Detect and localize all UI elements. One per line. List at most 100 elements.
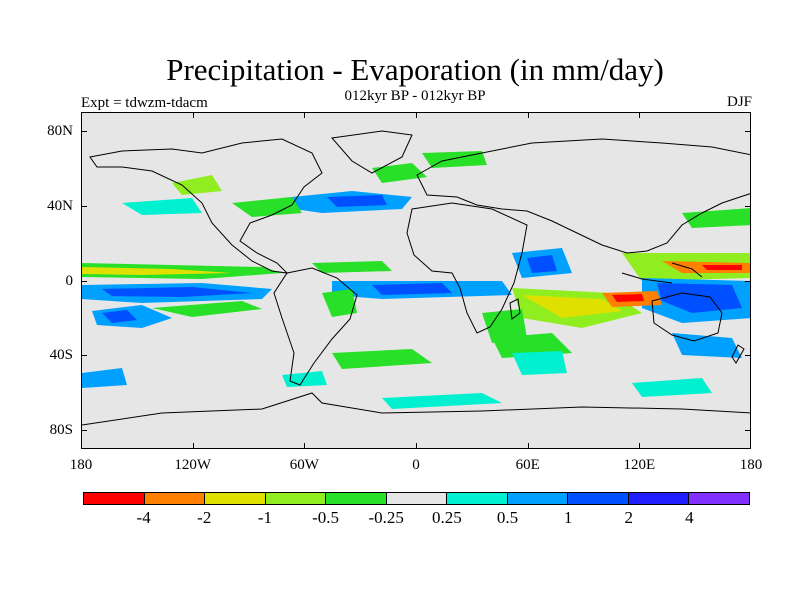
- lat-tick-mark: [745, 131, 751, 132]
- coastline: [651, 292, 723, 342]
- field-patch: [382, 393, 502, 409]
- colorbar-label: 4: [685, 508, 694, 527]
- lat-tick-mark: [745, 281, 751, 282]
- colorbar-box: [628, 493, 690, 504]
- lon-tick-label: 180: [69, 457, 93, 473]
- field-patch: [702, 265, 742, 270]
- lat-tick-mark: [81, 131, 87, 132]
- coastline: [406, 202, 528, 334]
- colorbar-box: [265, 493, 327, 504]
- coastline: [273, 267, 358, 386]
- field-patch: [512, 351, 567, 375]
- colorbar-box: [507, 493, 569, 504]
- lon-tick-label: 60E: [515, 457, 540, 473]
- chart-subtitle: 012kyr BP - 012kyr BP: [344, 88, 486, 104]
- field-patch: [312, 261, 392, 273]
- colorbar-label: -2: [197, 508, 212, 527]
- precip-evap-map: [82, 130, 750, 426]
- lat-tick-mark: [745, 355, 751, 356]
- field-patch: [327, 195, 387, 207]
- coastline: [89, 138, 323, 274]
- lon-tick-mark: [416, 443, 417, 449]
- chart-title: Precipitation - Evaporation (in mm/day): [166, 52, 664, 87]
- colorbar-box: [144, 493, 206, 504]
- field-patch: [152, 301, 262, 317]
- lon-tick-mark: [81, 443, 82, 449]
- lon-tick-label: 60W: [289, 457, 319, 473]
- anomaly-field: [82, 151, 750, 409]
- coastline: [82, 392, 750, 426]
- coastlines: [82, 130, 750, 426]
- lat-tick-mark: [81, 281, 87, 282]
- coastline: [331, 130, 413, 174]
- coastline: [731, 344, 745, 364]
- field-patch: [282, 371, 327, 387]
- field-patch: [372, 163, 427, 183]
- colorbar-box: [447, 493, 508, 504]
- lon-tick-mark: [528, 112, 529, 118]
- field-patch: [82, 267, 232, 275]
- lat-tick-label: 80S: [49, 422, 73, 439]
- coastline: [509, 298, 521, 320]
- lon-tick-mark: [81, 112, 82, 118]
- lon-tick-mark: [639, 112, 640, 118]
- lat-tick-mark: [81, 355, 87, 356]
- field-patch: [612, 294, 644, 302]
- lon-tick-label: 0: [412, 457, 420, 473]
- field-patch: [122, 198, 202, 215]
- coastline: [416, 138, 750, 254]
- colorbar-label: -4: [136, 508, 151, 527]
- colorbar-label: 0.5: [496, 508, 519, 527]
- colorbar-label: -0.5: [312, 508, 339, 527]
- season-label: DJF: [726, 94, 752, 110]
- lon-tick-mark: [304, 443, 305, 449]
- lat-tick-mark: [745, 206, 751, 207]
- colorbar-box: [326, 493, 387, 504]
- field-patch: [527, 255, 557, 273]
- field-patch: [322, 289, 357, 317]
- experiment-label: Expt = tdwzm-tdacm: [81, 95, 208, 111]
- field-patch: [82, 368, 127, 388]
- lat-tick-mark: [81, 206, 87, 207]
- field-patch: [632, 378, 712, 397]
- lon-tick-mark: [639, 443, 640, 449]
- lat-tick-label: 40N: [47, 197, 73, 214]
- field-patch: [682, 208, 750, 228]
- field-patch: [102, 310, 137, 323]
- lon-tick-mark: [750, 443, 751, 449]
- lat-tick-label: 80N: [47, 122, 73, 139]
- lon-tick-mark: [750, 112, 751, 118]
- field-patch: [332, 349, 432, 369]
- colorbar-label: -1: [257, 508, 272, 527]
- coastline: [671, 262, 703, 278]
- colorbar-box: [689, 493, 750, 504]
- lon-tick-mark: [528, 443, 529, 449]
- field-patch: [657, 283, 742, 313]
- colorbar-label: 0.25: [431, 508, 462, 527]
- colorbar-label: -0.25: [368, 508, 404, 527]
- colorbar-box: [568, 493, 629, 504]
- lon-tick-mark: [193, 443, 194, 449]
- colorbar-label: 2: [624, 508, 633, 527]
- lon-tick-label: 180: [739, 457, 763, 473]
- coastline: [621, 272, 673, 284]
- field-patch: [672, 333, 742, 358]
- lon-tick-label: 120W: [174, 457, 211, 473]
- colorbar: [83, 492, 750, 505]
- colorbar-box: [84, 493, 145, 504]
- colorbar-box: [205, 493, 266, 504]
- lat-tick-label: 0: [65, 272, 74, 289]
- field-patch: [482, 309, 527, 343]
- lon-tick-mark: [193, 112, 194, 118]
- lon-tick-label: 120E: [623, 457, 656, 473]
- field-patch: [172, 175, 222, 195]
- field-patch: [102, 287, 252, 297]
- lat-tick-mark: [745, 430, 751, 431]
- map-panel: [81, 112, 751, 449]
- colorbar-label: 1: [563, 508, 573, 527]
- lat-tick-mark: [81, 430, 87, 431]
- lat-tick-label: 40S: [49, 347, 73, 364]
- field-patch: [232, 197, 302, 217]
- lon-tick-mark: [416, 112, 417, 118]
- colorbar-box: [386, 493, 448, 504]
